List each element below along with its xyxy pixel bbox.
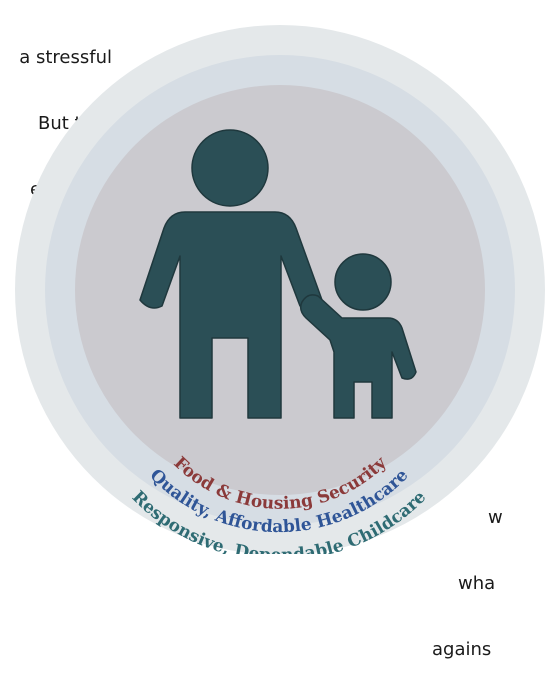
left-text-line: a stressful xyxy=(19,47,112,68)
right-text-line: wha xyxy=(458,573,496,594)
right-paragraph-fragment: w wha agains xyxy=(426,463,546,683)
family-support-diagram: Food & Housing Security Quality, Afforda… xyxy=(15,25,545,554)
right-text-line: w xyxy=(488,507,503,528)
adult-figure-icon xyxy=(139,129,323,419)
child-figure-icon xyxy=(299,253,417,419)
right-text-line: agains xyxy=(432,639,492,660)
